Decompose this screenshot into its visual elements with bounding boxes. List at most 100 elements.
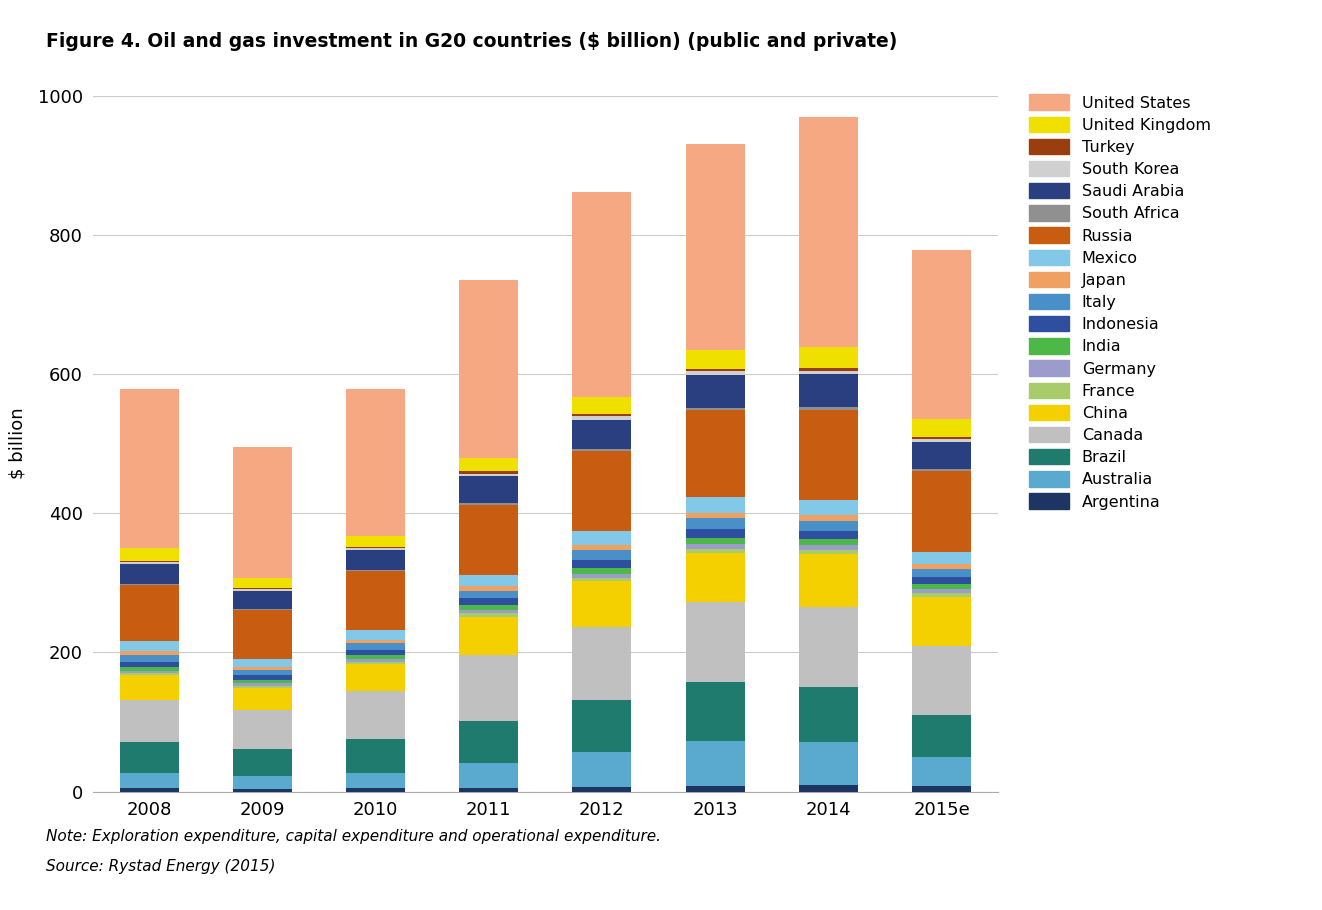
Bar [912,470,970,471]
Bar [572,568,632,574]
Bar [572,581,632,627]
Bar [686,549,744,553]
Bar [120,662,178,667]
Bar [798,515,858,521]
Bar [572,787,632,792]
Bar [798,743,858,785]
Bar [346,535,405,547]
Bar [233,659,292,667]
Bar [233,609,292,610]
Bar [686,349,744,369]
Bar [572,700,632,752]
Bar [233,447,292,578]
Bar [686,741,744,786]
Bar [572,574,632,578]
Bar [233,588,292,589]
Bar [459,473,518,476]
Bar [572,560,632,568]
Bar [798,607,858,686]
Bar [120,788,178,792]
Bar [459,722,518,763]
Bar [233,578,292,588]
Bar [233,681,292,683]
Bar [233,688,292,710]
Bar [912,715,970,757]
Bar [459,505,518,574]
Bar [120,742,178,773]
Bar [233,589,292,592]
Bar [912,471,970,551]
Bar [798,374,858,408]
Bar [798,531,858,539]
Bar [798,545,858,551]
Bar [798,117,858,347]
Bar [572,450,632,451]
Bar [346,389,405,535]
Bar [798,539,858,545]
Bar [233,610,292,659]
Bar [798,410,858,500]
Bar [459,503,518,505]
Bar [912,439,970,441]
Bar [346,551,405,570]
Bar [798,551,858,554]
Bar [912,441,970,470]
Bar [459,586,518,591]
Bar [572,551,632,560]
Bar [459,655,518,722]
Bar [346,631,405,640]
Bar [912,250,970,419]
Bar [912,569,970,577]
Bar [120,562,178,564]
Bar [459,610,518,613]
Bar [346,650,405,655]
Bar [459,763,518,787]
Bar [120,675,178,700]
Bar [686,369,744,371]
Bar [120,671,178,673]
Bar [686,497,744,512]
Bar [572,531,632,545]
Bar [459,613,518,617]
Bar [912,597,970,645]
Bar [686,538,744,544]
Bar [686,518,744,529]
Bar [120,583,178,585]
Bar [346,643,405,650]
Bar [686,602,744,682]
Bar [233,789,292,792]
Bar [346,788,405,792]
Bar [798,554,858,607]
Bar [686,786,744,792]
Bar [346,664,405,691]
Bar [798,521,858,531]
Bar [686,408,744,410]
Bar [572,627,632,700]
Bar [686,145,744,349]
Bar [346,548,405,551]
Bar [912,437,970,439]
Bar [459,458,518,471]
Bar [686,410,744,497]
Bar [459,574,518,586]
Text: Figure 4. Oil and gas investment in G20 countries ($ billion) (public and privat: Figure 4. Oil and gas investment in G20 … [46,32,898,51]
Bar [912,577,970,583]
Bar [798,347,858,368]
Bar [120,564,178,583]
Bar [233,686,292,688]
Bar [572,420,632,450]
Bar [459,598,518,605]
Bar [572,417,632,420]
Bar [798,785,858,792]
Bar [459,280,518,458]
Bar [120,673,178,675]
Bar [120,641,178,651]
Bar [798,686,858,743]
Bar [459,617,518,655]
Bar [459,787,518,792]
Bar [572,578,632,581]
Y-axis label: $ billion: $ billion [8,408,26,480]
Bar [912,583,970,589]
Bar [686,553,744,602]
Bar [346,691,405,740]
